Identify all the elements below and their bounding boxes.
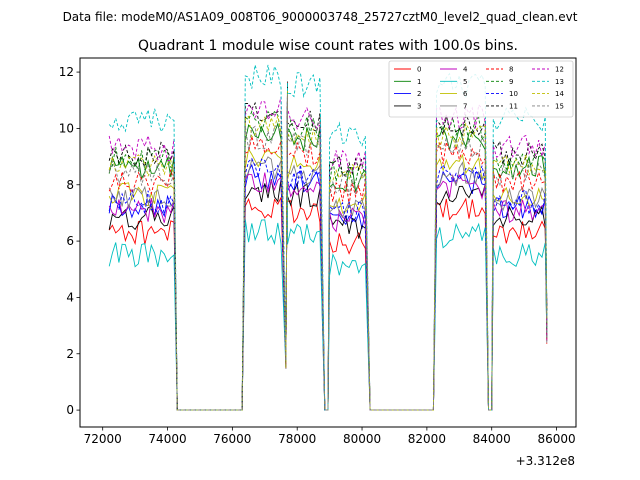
legend-label-2: 2 bbox=[417, 90, 421, 98]
series-line-15 bbox=[108, 94, 548, 411]
legend-label-8: 8 bbox=[509, 66, 513, 74]
y-tick-label: 0 bbox=[66, 403, 74, 417]
legend-label-11: 11 bbox=[509, 102, 518, 110]
series-line-13 bbox=[108, 64, 548, 411]
legend-label-6: 6 bbox=[463, 90, 468, 98]
series-layer bbox=[108, 64, 548, 411]
legend-label-14: 14 bbox=[555, 90, 564, 98]
legend-label-1: 1 bbox=[417, 78, 421, 86]
y-axis: 0 2 4 6 8 10 12 bbox=[59, 65, 80, 417]
legend-box bbox=[388, 60, 574, 118]
x-tick-label: 82000 bbox=[408, 432, 446, 446]
x-offset-text: +3.312e8 bbox=[516, 454, 575, 468]
y-tick-label: 6 bbox=[66, 234, 74, 248]
legend-label-4: 4 bbox=[463, 66, 468, 74]
legend-label-13: 13 bbox=[555, 78, 564, 86]
legend-label-7: 7 bbox=[463, 102, 467, 110]
x-tick-label: 86000 bbox=[537, 432, 575, 446]
legend-label-12: 12 bbox=[555, 66, 564, 74]
x-axis: 72000 74000 76000 78000 80000 82000 84000 86000 bbox=[84, 427, 576, 446]
axes-frame bbox=[79, 57, 577, 428]
x-tick-label: 76000 bbox=[213, 432, 251, 446]
chart-title: Quadrant 1 module wise count rates with … bbox=[138, 38, 518, 54]
x-tick-label: 72000 bbox=[84, 432, 122, 446]
legend-label-5: 5 bbox=[463, 78, 467, 86]
legend-label-3: 3 bbox=[417, 102, 421, 110]
y-tick-label: 8 bbox=[66, 178, 74, 192]
legend-label-10: 10 bbox=[509, 90, 518, 98]
x-tick-label: 80000 bbox=[343, 432, 381, 446]
y-tick-label: 10 bbox=[59, 121, 74, 135]
data-file-label: Data file: modeM0/AS1A09_008T06_90000037… bbox=[63, 10, 578, 24]
y-tick-label: 4 bbox=[66, 290, 74, 304]
legend-label-15: 15 bbox=[555, 102, 564, 110]
x-tick-label: 84000 bbox=[473, 432, 511, 446]
y-tick-label: 2 bbox=[66, 347, 74, 361]
series-line-12 bbox=[108, 95, 548, 411]
x-tick-label: 78000 bbox=[278, 432, 316, 446]
x-tick-label: 74000 bbox=[148, 432, 186, 446]
legend-label-9: 9 bbox=[509, 78, 513, 86]
legend-label-0: 0 bbox=[417, 66, 421, 74]
y-tick-label: 12 bbox=[59, 65, 74, 79]
